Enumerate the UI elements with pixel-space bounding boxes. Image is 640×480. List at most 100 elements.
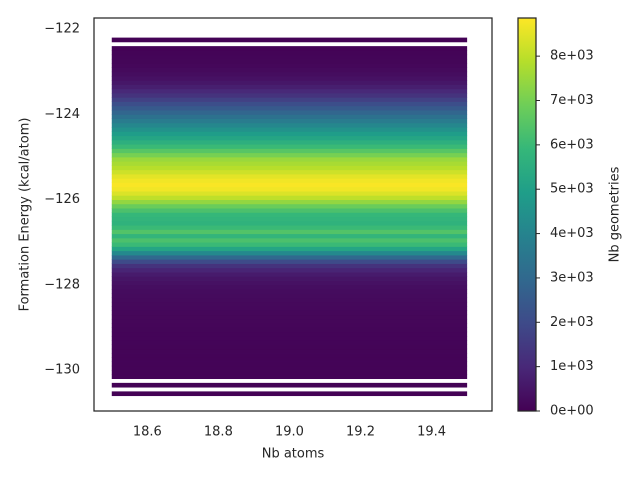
- heatmap-cell: [111, 88, 468, 94]
- heatmap-cell: [111, 301, 468, 307]
- y-tick-label: −122: [44, 22, 80, 37]
- heatmap-cell: [111, 152, 468, 158]
- heatmap-cell: [111, 293, 468, 299]
- heatmap-cell: [111, 58, 468, 64]
- x-tick-label: 18.6: [133, 425, 162, 440]
- heatmap-cell: [111, 374, 468, 380]
- x-tick-label: 19.2: [346, 425, 375, 440]
- heatmap-cell: [111, 314, 468, 320]
- heatmap-cell: [111, 37, 468, 43]
- heatmap-cell: [111, 353, 468, 358]
- heatmap-cell: [111, 246, 468, 252]
- x-tick-label: 19.0: [275, 425, 304, 440]
- heatmap-cell: [111, 131, 468, 137]
- heatmap-cell: [111, 67, 468, 73]
- heatmap-cell: [111, 335, 468, 341]
- heatmap-cell: [111, 165, 468, 171]
- colorbar-tick-label: 3e+03: [550, 270, 594, 285]
- heatmap-cell: [111, 114, 468, 119]
- heatmap-cell: [111, 118, 468, 124]
- heatmap-cell: [111, 276, 468, 281]
- colorbar-tick-label: 1e+03: [550, 359, 594, 374]
- y-axis-label: Formation Energy (kcal/atom): [18, 118, 33, 312]
- heatmap-cell: [111, 148, 468, 154]
- x-tick-label: 19.4: [417, 425, 446, 440]
- heatmap-cell: [111, 174, 468, 179]
- y-tick-label: −130: [44, 363, 80, 378]
- heatmap-cell: [111, 272, 468, 277]
- heatmap-cell: [111, 242, 468, 247]
- colorbar-tick-label: 0e+00: [550, 404, 594, 419]
- heatmap-cell: [111, 101, 468, 107]
- heatmap-cell: [111, 139, 468, 145]
- heatmap-cell: [111, 233, 468, 239]
- heatmap-cell: [111, 306, 468, 311]
- heatmap-cell: [111, 186, 468, 192]
- colorbar-tick-label: 6e+03: [550, 137, 594, 152]
- heatmap-cell: [111, 323, 468, 328]
- plot-frame: [93, 17, 493, 412]
- heatmap-cell: [111, 178, 468, 183]
- colorbar: [517, 17, 537, 412]
- heatmap-cell: [111, 391, 468, 397]
- heatmap-cell: [111, 110, 468, 115]
- colorbar-tick-label: 5e+03: [550, 182, 594, 197]
- heatmap-cell: [111, 225, 468, 230]
- colorbar-label: Nb geometries: [608, 166, 623, 262]
- heatmap-cell: [111, 212, 468, 218]
- heatmap-cell: [111, 344, 468, 350]
- x-tick-label: 18.8: [204, 425, 233, 440]
- x-axis-label: Nb atoms: [262, 447, 325, 462]
- heatmap-cell: [111, 289, 468, 294]
- heatmap-cell: [111, 71, 468, 77]
- heatmap-cell: [111, 195, 468, 200]
- heatmap-cell: [111, 348, 468, 354]
- y-tick-label: −126: [44, 192, 80, 207]
- heatmap-cell: [111, 370, 468, 375]
- heatmap-cell: [111, 84, 468, 90]
- heatmap-cell: [111, 327, 468, 333]
- colorbar-tick-label: 2e+03: [550, 315, 594, 330]
- heatmap-cell: [111, 263, 468, 269]
- heatmap-cell: [111, 259, 468, 264]
- heatmap-cell: [111, 216, 468, 222]
- heatmap-cell: [111, 340, 468, 345]
- colorbar-tick-label: 8e+03: [550, 49, 594, 64]
- heatmap-cell: [111, 310, 468, 316]
- heatmap-cell: [111, 382, 468, 388]
- heatmap-cells: [111, 37, 468, 397]
- heatmap-cell: [111, 80, 468, 85]
- heatmap-cell: [111, 357, 468, 362]
- heatmap-cell: [111, 122, 468, 128]
- heatmap-cell: [111, 63, 468, 68]
- heatmap-cell: [111, 161, 468, 166]
- heatmap-cell: [111, 182, 468, 188]
- heatmap-cell: [111, 284, 468, 290]
- heatmap-cell: [111, 75, 468, 81]
- heatmap-cell: [111, 297, 468, 303]
- heatmap-cell: [111, 237, 468, 243]
- heatmap-cell: [111, 54, 468, 60]
- heatmap-cell: [111, 250, 468, 256]
- heatmap-cell: [111, 50, 468, 56]
- heatmap-cell: [111, 93, 468, 98]
- y-tick-label: −128: [44, 277, 80, 292]
- heatmap-cell: [111, 365, 468, 371]
- colorbar-tick-label: 4e+03: [550, 226, 594, 241]
- heatmap-cell: [111, 97, 468, 102]
- heatmap-cell: [111, 254, 468, 260]
- colorbar-tick-label: 7e+03: [550, 93, 594, 108]
- heatmap-cell: [111, 105, 468, 111]
- heatmap-cell: [111, 220, 468, 226]
- heatmap-cell: [111, 208, 468, 213]
- heatmap-cell: [111, 229, 468, 235]
- heatmap-cell: [111, 199, 468, 205]
- heatmap-cell: [111, 144, 468, 149]
- heatmap-cell: [111, 331, 468, 337]
- heatmap-cell: [111, 135, 468, 141]
- heatmap-cell: [111, 169, 468, 175]
- heatmap-cell: [111, 318, 468, 324]
- heatmap-cell: [111, 127, 468, 132]
- heatmap-cell: [111, 191, 468, 196]
